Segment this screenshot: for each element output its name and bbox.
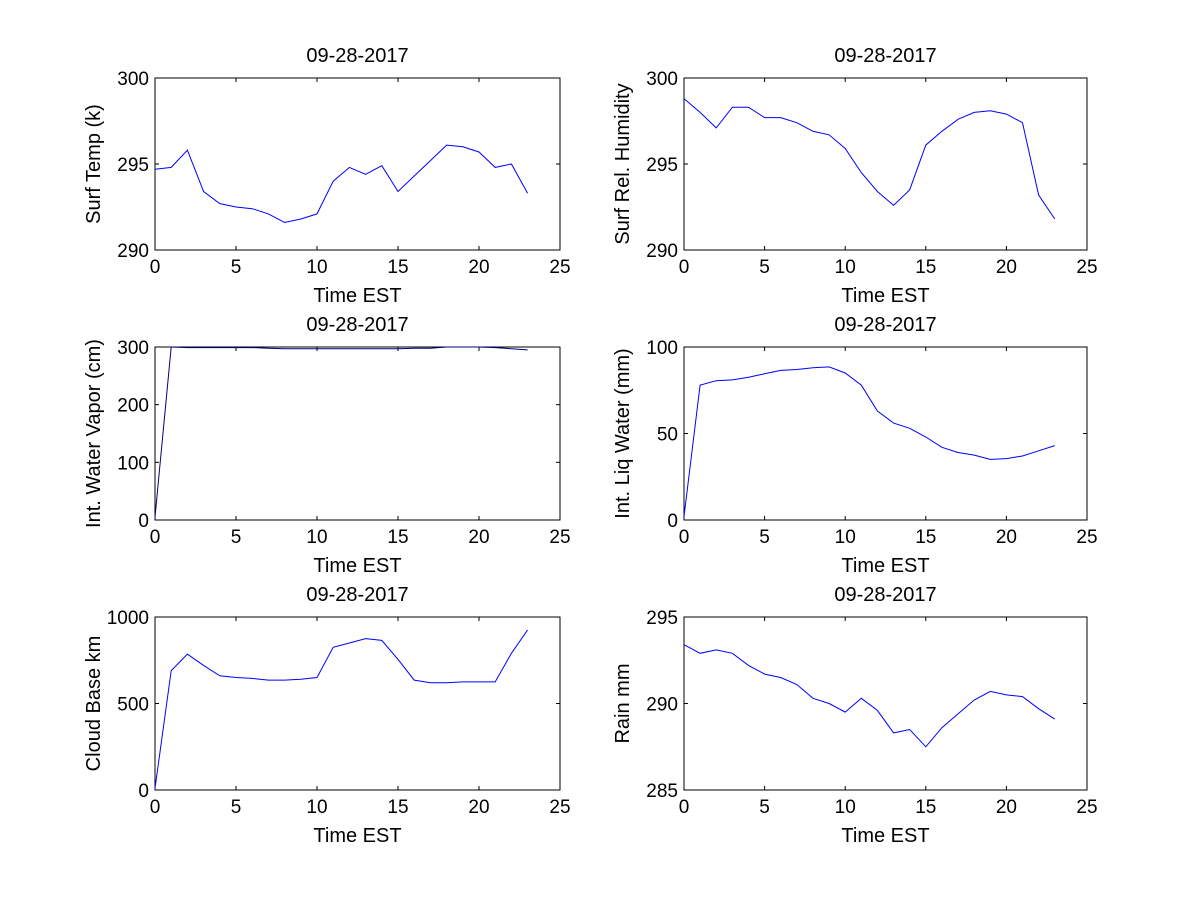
x-tick-label: 10 bbox=[306, 527, 327, 548]
subplot-4: 0 5 10 15 20 25 0 50 100 09-28-2017 Time EST Int. L… bbox=[612, 314, 1098, 577]
subplot-2: 0 5 10 15 20 25 290 295 300 09-28-2017 Time EST Sur… bbox=[612, 45, 1098, 307]
x-tick-label: 25 bbox=[549, 797, 570, 818]
y-tick-label: 300 bbox=[646, 69, 678, 90]
plot-area bbox=[683, 77, 1088, 251]
x-tick-label: 0 bbox=[150, 797, 161, 818]
y-tick-label: 300 bbox=[117, 69, 149, 90]
series-line bbox=[683, 366, 1055, 517]
chart-title: 09-28-2017 bbox=[306, 45, 408, 67]
chart-title: 09-28-2017 bbox=[306, 314, 408, 336]
y-tick-label: 300 bbox=[117, 338, 149, 359]
y-tick-label: 290 bbox=[646, 241, 678, 262]
x-tick-label: 5 bbox=[759, 257, 770, 278]
x-tick-label: 20 bbox=[468, 257, 489, 278]
x-tick-label: 0 bbox=[679, 797, 690, 818]
x-tick-label: 20 bbox=[996, 527, 1017, 548]
y-tick-label: 1000 bbox=[107, 608, 149, 629]
y-tick-label: 295 bbox=[646, 608, 678, 629]
x-tick-label: 10 bbox=[835, 257, 856, 278]
x-tick-label: 10 bbox=[835, 527, 856, 548]
x-tick-label: 15 bbox=[915, 257, 936, 278]
y-axis-label: Int. Water Vapor (cm) bbox=[83, 339, 105, 528]
plot-area bbox=[683, 346, 1088, 521]
x-tick-label: 10 bbox=[306, 257, 327, 278]
y-tick-label: 50 bbox=[657, 425, 678, 446]
y-tick-label: 295 bbox=[646, 155, 678, 176]
x-axis-label: Time EST bbox=[313, 285, 401, 307]
x-tick-label: 5 bbox=[231, 257, 242, 278]
chart-title: 09-28-2017 bbox=[834, 584, 936, 606]
series-line bbox=[683, 644, 1056, 748]
x-tick-label: 20 bbox=[468, 527, 489, 548]
x-tick-label: 20 bbox=[468, 797, 489, 818]
x-tick-label: 25 bbox=[1076, 257, 1097, 278]
chart-title: 09-28-2017 bbox=[306, 584, 408, 606]
x-tick-label: 25 bbox=[1076, 527, 1097, 548]
y-tick-label: 0 bbox=[667, 511, 678, 532]
x-axis-label: Time EST bbox=[841, 285, 929, 307]
series-line bbox=[154, 346, 528, 518]
plot-area bbox=[154, 616, 561, 791]
x-tick-label: 15 bbox=[915, 797, 936, 818]
x-tick-label: 15 bbox=[915, 527, 936, 548]
x-tick-label: 5 bbox=[759, 527, 770, 548]
x-tick-label: 15 bbox=[387, 257, 408, 278]
x-tick-label: 5 bbox=[231, 797, 242, 818]
x-tick-label: 0 bbox=[679, 527, 690, 548]
y-tick-label: 100 bbox=[646, 338, 678, 359]
x-tick-label: 10 bbox=[835, 797, 856, 818]
subplot-1: 0 5 10 15 20 25 290 295 300 09-28-2017 Time EST Sur… bbox=[83, 45, 571, 307]
x-tick-label: 0 bbox=[679, 257, 690, 278]
x-tick-label: 25 bbox=[549, 527, 570, 548]
chart-title: 09-28-2017 bbox=[834, 45, 936, 67]
x-tick-label: 0 bbox=[150, 527, 161, 548]
y-axis-label: Rain mm bbox=[612, 663, 634, 743]
y-tick-label: 295 bbox=[117, 155, 149, 176]
x-tick-label: 20 bbox=[996, 257, 1017, 278]
x-axis-label: Time EST bbox=[313, 825, 401, 847]
y-axis-label: Cloud Base km bbox=[83, 636, 105, 772]
series-line bbox=[683, 98, 1056, 220]
y-axis-label: Surf Rel. Humidity bbox=[612, 83, 634, 244]
y-tick-label: 200 bbox=[117, 396, 149, 417]
x-tick-label: 25 bbox=[1076, 797, 1097, 818]
y-tick-label: 285 bbox=[646, 781, 678, 802]
x-tick-label: 10 bbox=[306, 797, 327, 818]
y-tick-label: 500 bbox=[117, 695, 149, 716]
x-axis-label: Time EST bbox=[313, 555, 401, 577]
series-line bbox=[154, 629, 529, 789]
x-tick-label: 15 bbox=[387, 797, 408, 818]
plot-area bbox=[683, 616, 1088, 791]
subplot-5: 0 5 10 15 20 25 0 500 1000 09-28-2017 Time EST Clou… bbox=[83, 584, 571, 847]
x-axis-label: Time EST bbox=[841, 555, 929, 577]
series-line bbox=[154, 144, 529, 224]
y-axis-label: Surf Temp (k) bbox=[83, 104, 105, 224]
x-tick-label: 5 bbox=[231, 527, 242, 548]
y-tick-label: 290 bbox=[117, 241, 149, 262]
x-tick-label: 0 bbox=[150, 257, 161, 278]
x-tick-label: 25 bbox=[549, 257, 570, 278]
subplot-6: 0 5 10 15 20 25 285 290 295 09-28-2017 Time EST Rai… bbox=[612, 584, 1098, 847]
y-tick-label: 0 bbox=[138, 511, 149, 532]
chart-title: 09-28-2017 bbox=[834, 314, 936, 336]
x-axis-label: Time EST bbox=[841, 825, 929, 847]
subplot-3: 0 5 10 15 20 25 0 100 200 300 09-28-2017 Time EST In… bbox=[83, 314, 571, 577]
y-tick-label: 100 bbox=[117, 453, 149, 474]
y-tick-label: 0 bbox=[138, 781, 149, 802]
x-tick-label: 15 bbox=[387, 527, 408, 548]
x-tick-label: 5 bbox=[759, 797, 770, 818]
y-axis-label: Int. Liq Water (mm) bbox=[612, 348, 634, 518]
subplots-grid: 0 5 10 15 20 25 290 295 300 09-28-2017 Time EST Sur… bbox=[83, 45, 1098, 847]
x-tick-label: 20 bbox=[996, 797, 1017, 818]
plot-area bbox=[154, 346, 561, 521]
plot-area bbox=[154, 77, 561, 251]
y-tick-label: 290 bbox=[646, 695, 678, 716]
